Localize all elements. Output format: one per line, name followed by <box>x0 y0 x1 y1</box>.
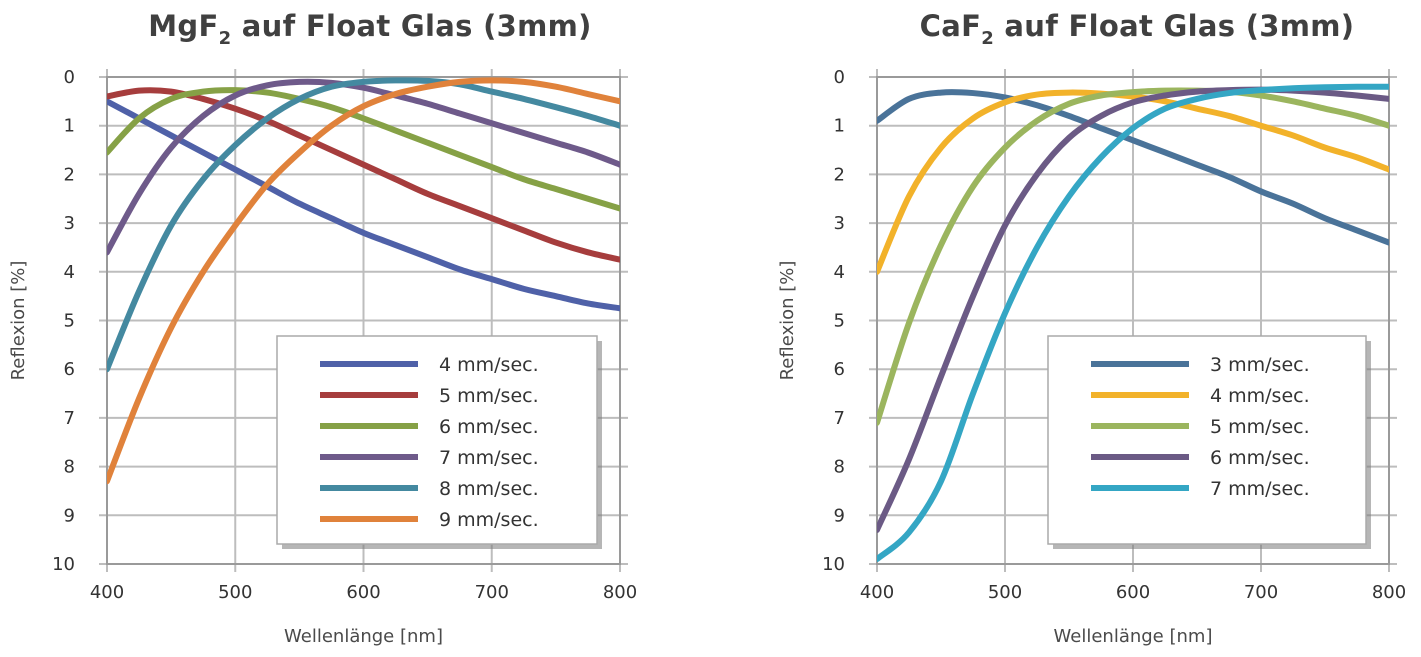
plot-frame <box>876 76 1390 565</box>
chart-title-main: CaF <box>920 9 982 43</box>
legend-label: 6 mm/sec. <box>439 416 539 438</box>
series-line-4mm <box>107 98 620 312</box>
series-line-7mm <box>107 78 620 256</box>
chart-title-subscript: 2 <box>219 28 232 49</box>
series-line-7mm <box>877 83 1389 563</box>
series-line-8mm <box>107 77 620 373</box>
chart-title: CaF2 auf Float Glas (3mm) <box>920 9 1355 49</box>
legend-label: 5 mm/sec. <box>1210 416 1310 438</box>
y-tick-label: 3 <box>64 213 75 234</box>
chart-title: MgF2 auf Float Glas (3mm) <box>148 9 591 49</box>
legend-label: 9 mm/sec. <box>439 509 539 531</box>
series-line-6mm <box>107 87 620 212</box>
y-tick-label: 9 <box>834 505 845 526</box>
series-line-5mm <box>877 87 1389 426</box>
y-tick-label: 9 <box>64 505 75 526</box>
x-axis-label: Wellenlänge [nm] <box>1054 626 1213 647</box>
y-tick-label: 6 <box>834 359 845 380</box>
legend-label: 7 mm/sec. <box>439 447 539 469</box>
chart-title-subscript: 2 <box>981 28 994 49</box>
chart-title-rest: auf Float Glas (3mm) <box>231 9 591 43</box>
series-line-3mm <box>877 89 1389 246</box>
chart-title-rest: auf Float Glas (3mm) <box>994 9 1354 43</box>
x-tick-label: 500 <box>988 582 1022 603</box>
legend-label: 6 mm/sec. <box>1210 447 1310 469</box>
chart-1: MgF2 auf Float Glas (3mm)400 500 600 700 800… <box>8 9 637 647</box>
series-lines <box>107 77 620 485</box>
x-tick-label: 600 <box>346 582 380 603</box>
legend-label: 7 mm/sec. <box>1210 478 1310 500</box>
y-axis-label: Reflexion [%] <box>777 261 798 381</box>
y-tick-label: 8 <box>64 457 75 478</box>
y-tick-label: 10 <box>822 554 845 575</box>
y-tick-label: 3 <box>834 213 845 234</box>
x-tick-label: 800 <box>1372 582 1406 603</box>
x-tick-label: 800 <box>603 582 637 603</box>
legend-label: 8 mm/sec. <box>439 478 539 500</box>
y-tick-label: 2 <box>64 164 75 185</box>
legend-label: 4 mm/sec. <box>439 354 539 376</box>
y-tick-label: 1 <box>64 116 75 137</box>
legend-box <box>276 335 598 545</box>
x-tick-label: 700 <box>1244 582 1278 603</box>
y-tick-label: 8 <box>834 457 845 478</box>
chart-title-main: MgF <box>148 9 218 43</box>
plot-frame <box>106 76 621 565</box>
y-tick-label: 4 <box>834 262 845 283</box>
x-tick-label: 600 <box>1116 582 1150 603</box>
y-tick-label: 5 <box>834 311 845 332</box>
legend-box <box>1047 335 1367 545</box>
legend: 3 mm/sec. 4 mm/sec. 5 mm/sec. 6 mm/sec. 7 mm… <box>1047 335 1371 549</box>
y-axis-label: Reflexion [%] <box>8 261 29 381</box>
legend: 4 mm/sec. 5 mm/sec. 6 mm/sec. 7 mm/sec. 8 mm… <box>276 335 602 549</box>
series-line-9mm <box>107 77 620 485</box>
legend-label: 3 mm/sec. <box>1210 354 1310 376</box>
series-lines <box>877 83 1389 563</box>
x-tick-label: 400 <box>90 582 124 603</box>
y-tick-label: 5 <box>64 311 75 332</box>
chart-2: CaF2 auf Float Glas (3mm)400 500 600 700 800… <box>777 9 1406 647</box>
y-tick-label: 0 <box>64 67 75 88</box>
x-tick-label: 700 <box>475 582 509 603</box>
x-axis-label: Wellenlänge [nm] <box>284 626 443 647</box>
y-tick-label: 7 <box>64 408 75 429</box>
y-tick-label: 1 <box>834 116 845 137</box>
x-tick-label: 400 <box>860 582 894 603</box>
y-tick-label: 0 <box>834 67 845 88</box>
y-tick-label: 10 <box>52 554 75 575</box>
x-tick-label: 500 <box>218 582 252 603</box>
y-tick-label: 2 <box>834 164 845 185</box>
y-tick-label: 4 <box>64 262 75 283</box>
legend-label: 4 mm/sec. <box>1210 385 1310 407</box>
series-line-5mm <box>107 87 620 263</box>
y-tick-label: 7 <box>834 408 845 429</box>
y-tick-label: 6 <box>64 359 75 380</box>
legend-label: 5 mm/sec. <box>439 385 539 407</box>
series-line-4mm <box>877 89 1389 275</box>
